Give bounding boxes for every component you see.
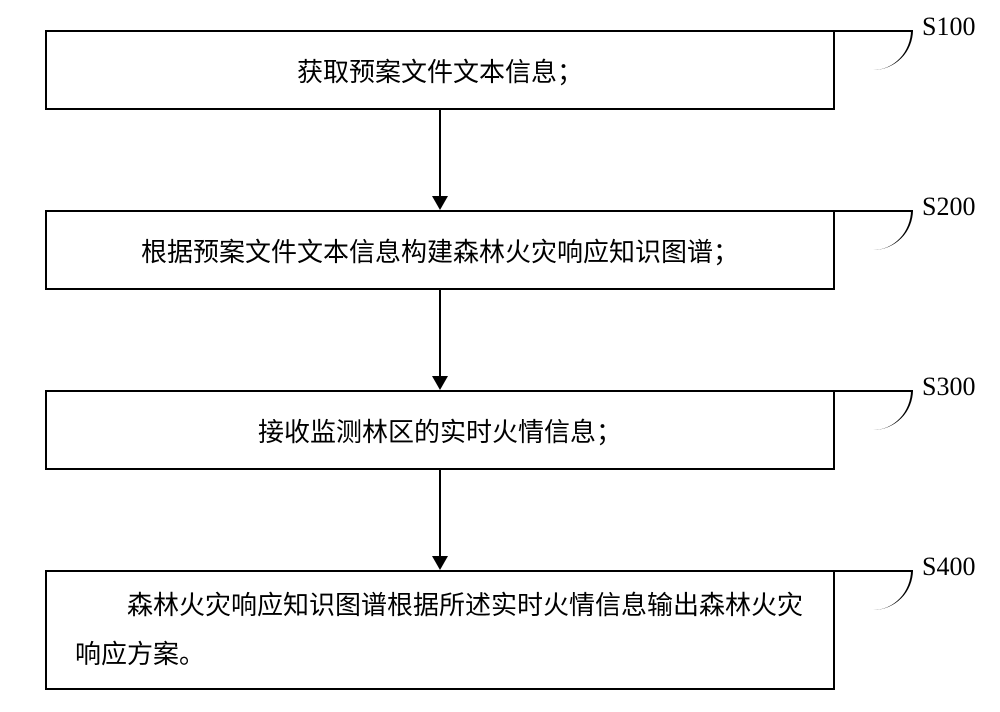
step-label-s200: S200 bbox=[922, 192, 975, 222]
step-label-s100: S100 bbox=[922, 12, 975, 42]
step-text-s200: 根据预案文件文本信息构建森林火灾响应知识图谱； bbox=[47, 232, 833, 269]
arrow-1-line bbox=[439, 110, 441, 196]
step-box-s400: 森林火灾响应知识图谱根据所述实时火情信息输出森林火灾响应方案。 bbox=[45, 570, 835, 690]
step-box-s200: 根据预案文件文本信息构建森林火灾响应知识图谱； bbox=[45, 210, 835, 290]
step-label-s300: S300 bbox=[922, 372, 975, 402]
step-text-s400: 森林火灾响应知识图谱根据所述实时火情信息输出森林火灾响应方案。 bbox=[47, 581, 833, 680]
arrow-2-line bbox=[439, 290, 441, 376]
step-text-s300: 接收监测林区的实时火情信息； bbox=[47, 412, 833, 449]
arrow-2-head bbox=[432, 376, 448, 390]
connector-s200 bbox=[835, 210, 913, 250]
arrow-3-line bbox=[439, 470, 441, 556]
connector-s100 bbox=[835, 30, 913, 70]
flowchart-canvas: { "layout": { "canvas": { "width": 1000,… bbox=[0, 0, 1000, 712]
step-label-s400: S400 bbox=[922, 552, 975, 582]
connector-s400 bbox=[835, 570, 913, 610]
step-box-s100: 获取预案文件文本信息； bbox=[45, 30, 835, 110]
arrow-1-head bbox=[432, 196, 448, 210]
step-box-s300: 接收监测林区的实时火情信息； bbox=[45, 390, 835, 470]
connector-s300 bbox=[835, 390, 913, 430]
step-text-s100: 获取预案文件文本信息； bbox=[47, 52, 833, 89]
arrow-3-head bbox=[432, 556, 448, 570]
